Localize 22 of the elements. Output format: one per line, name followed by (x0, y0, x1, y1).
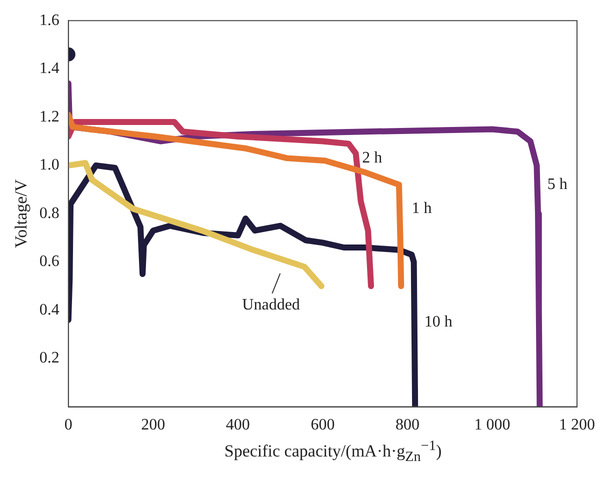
x-tick-label: 1 200 (559, 416, 595, 434)
y-tick-label: 0.8 (39, 204, 60, 222)
series-label: 1 h (412, 200, 432, 218)
x-tick-label: 800 (395, 416, 420, 434)
x-tick-label: 400 (226, 416, 250, 434)
y-tick-label: 0.2 (39, 350, 60, 367)
x-tick-label: 1 000 (474, 416, 510, 434)
series-label: 5 h (547, 176, 568, 193)
x-tick-label: 600 (310, 416, 335, 434)
y-tick-label: 1.2 (39, 108, 60, 126)
x-tick-label: 200 (141, 416, 166, 434)
series-label: Unadded (242, 296, 300, 314)
x-tick-label: 0 (64, 416, 72, 434)
series-label: 2 h (362, 149, 382, 166)
y-axis-title: Voltage/V (12, 178, 31, 248)
y-tick-label: 0.6 (39, 253, 60, 270)
y-tick-label: 1.0 (39, 156, 60, 174)
y-tick-label: 0.4 (39, 301, 60, 318)
series-label: 10 h (424, 314, 452, 331)
x-axis-title: Specific capacity/(mA·h·g$_{Zn}$$^{−1}$) (223, 438, 443, 466)
y-tick-label: 1.4 (39, 60, 60, 78)
y-tick-label: 1.6 (39, 12, 60, 29)
